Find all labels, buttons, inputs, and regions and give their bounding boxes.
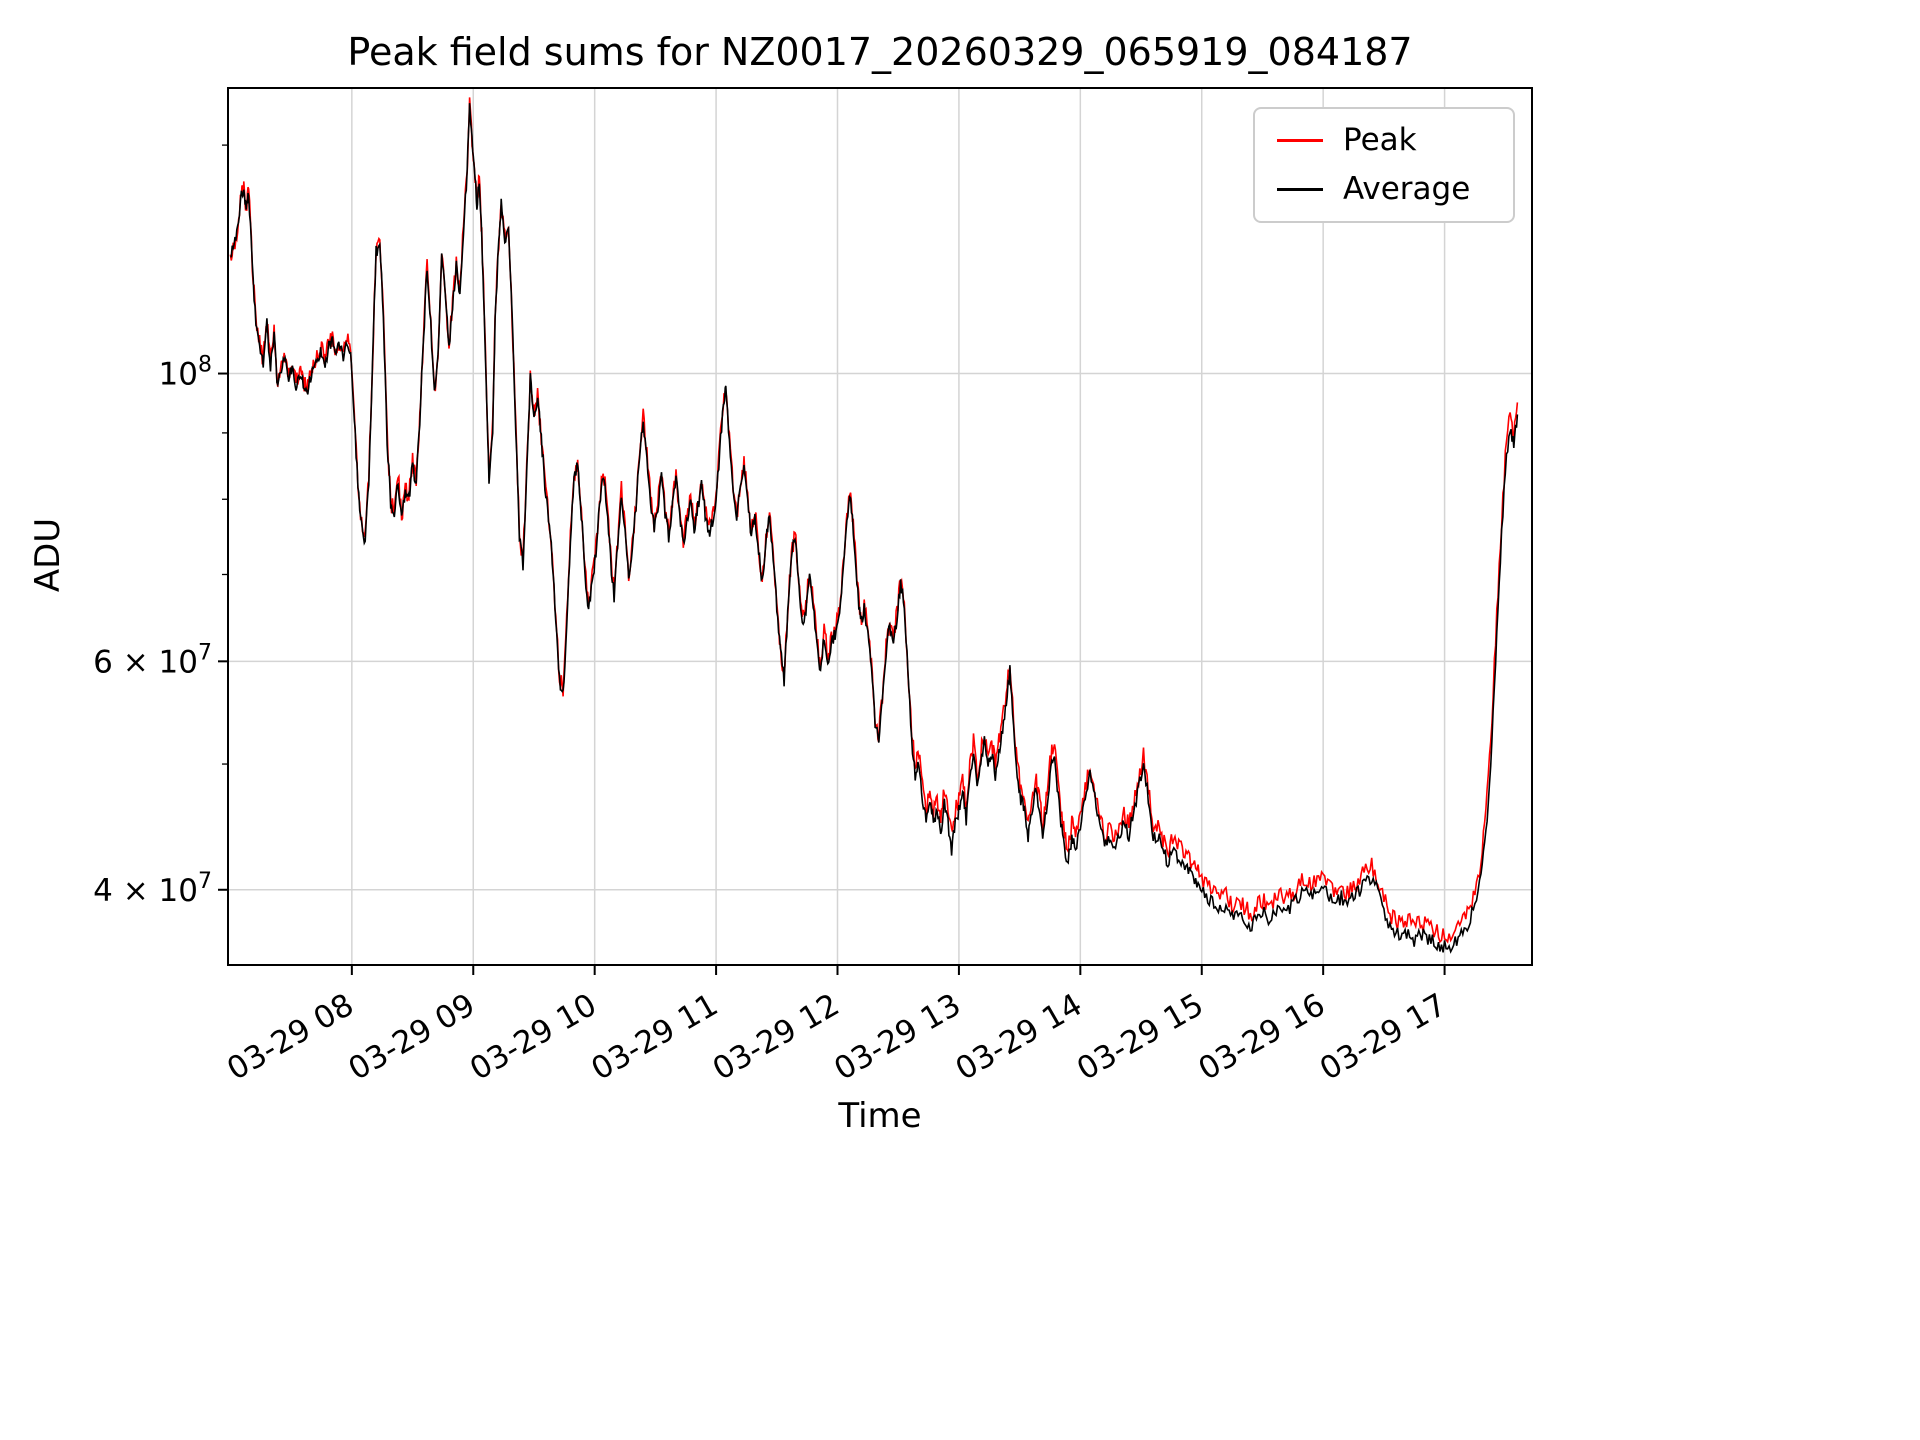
legend-entry-peak: Peak	[1277, 125, 1491, 156]
svg-text:03-29 10: 03-29 10	[464, 987, 603, 1088]
svg-text:03-29 08: 03-29 08	[221, 987, 360, 1088]
x-axis-label: Time	[838, 1096, 922, 1136]
svg-text:03-29 15: 03-29 15	[1071, 987, 1210, 1088]
legend-label-peak: Peak	[1343, 122, 1417, 158]
legend-entry-average: Average	[1277, 174, 1491, 205]
peak-line-swatch	[1277, 139, 1323, 142]
svg-text:03-29 12: 03-29 12	[707, 987, 846, 1088]
svg-text:03-29 09: 03-29 09	[343, 987, 482, 1088]
svg-text:6 × 107: 6 × 107	[93, 640, 212, 680]
svg-text:108: 108	[159, 353, 212, 393]
legend-label-average: Average	[1343, 171, 1471, 207]
chart-title: Peak field sums for NZ0017_20260329_0659…	[347, 30, 1413, 74]
y-axis-label: ADU	[28, 517, 68, 593]
svg-text:03-29 13: 03-29 13	[828, 987, 967, 1088]
average-line-swatch	[1277, 188, 1323, 191]
svg-text:03-29 11: 03-29 11	[585, 987, 724, 1088]
legend: Peak Average	[1253, 107, 1515, 223]
svg-text:4 × 107: 4 × 107	[93, 869, 212, 909]
svg-text:03-29 14: 03-29 14	[950, 987, 1089, 1088]
svg-text:03-29 17: 03-29 17	[1314, 987, 1453, 1088]
svg-text:03-29 16: 03-29 16	[1192, 987, 1331, 1088]
